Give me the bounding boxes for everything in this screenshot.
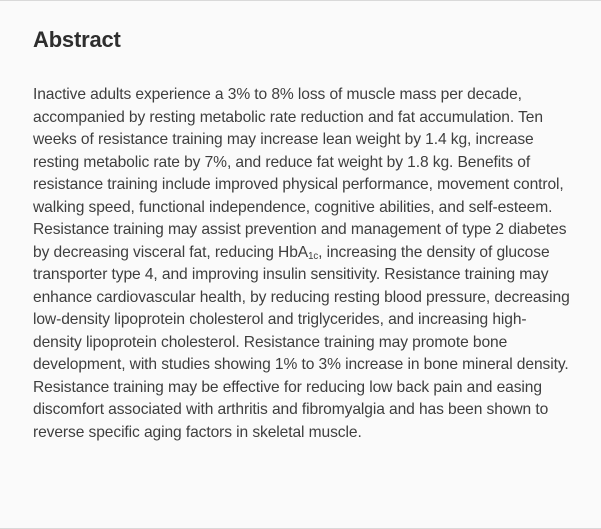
abstract-text-part2: , increasing the density of glucose tran… [33,243,570,441]
abstract-paragraph: Inactive adults experience a 3% to 8% lo… [33,84,573,444]
abstract-text-part1: Inactive adults experience a 3% to 8% lo… [33,86,567,261]
abstract-section: Abstract Inactive adults experience a 3%… [0,1,601,444]
hba1c-subscript: 1c [308,251,319,263]
abstract-heading: Abstract [33,27,121,52]
